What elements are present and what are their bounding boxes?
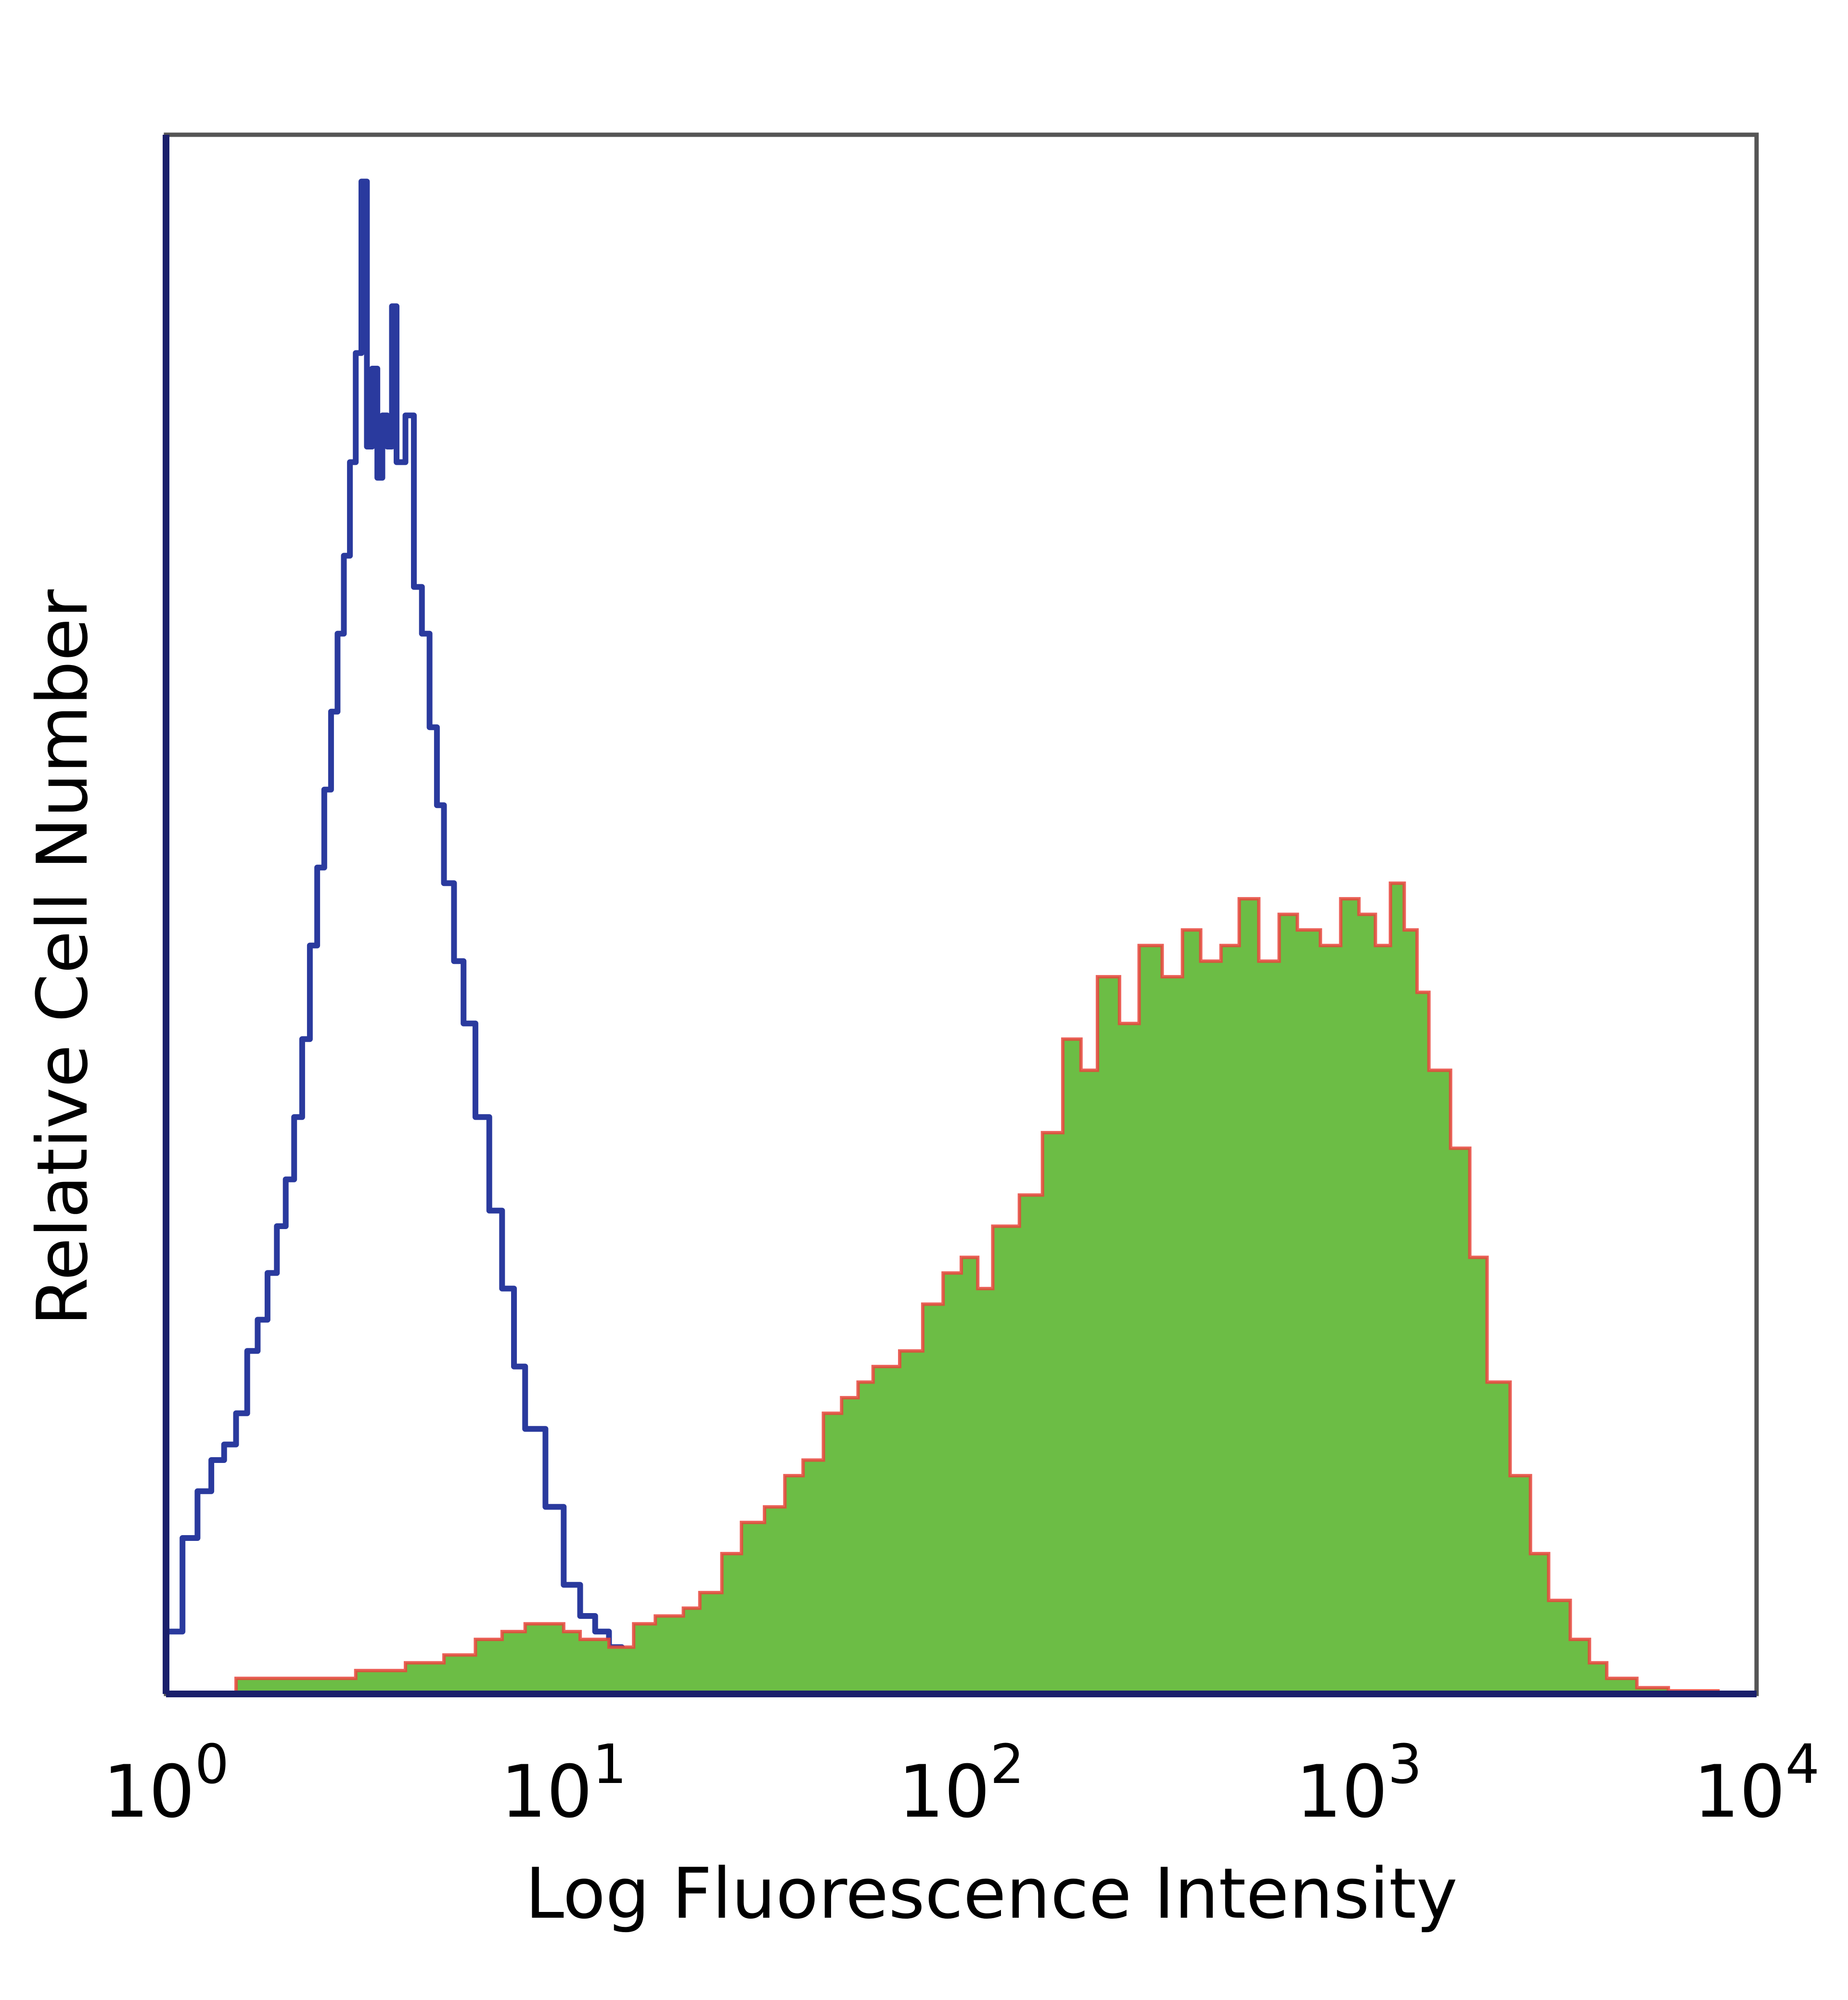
x-tick-exponent-3: 3 [1388,1733,1422,1796]
x-tick-exponent-2: 2 [990,1733,1024,1796]
x-tick-base-0: 10 [103,1750,195,1834]
x-tick-exponent-0: 0 [195,1733,229,1796]
x-tick-base-2: 10 [898,1750,990,1834]
x-tick-exponent-1: 1 [592,1733,627,1796]
x-tick-label-3: 103 [1296,1733,1422,1834]
y-axis-label: Relative Cell Number [22,589,103,1326]
stained-histogram-fill [166,883,1757,1694]
series-layer [166,179,1757,1696]
x-tick-labels: 100 101 102 103 104 [103,1733,1820,1834]
x-tick-base-4: 10 [1694,1750,1785,1834]
x-tick-label-4: 104 [1694,1733,1820,1834]
x-tick-label-1: 101 [500,1733,627,1834]
x-tick-exponent-4: 4 [1785,1733,1820,1796]
x-axis-label: Log Fluorescence Intensity [525,1853,1458,1935]
x-tick-base-1: 10 [500,1750,592,1834]
x-tick-label-0: 100 [103,1733,229,1834]
stained-histogram-outline [166,881,1757,1696]
x-tick-base-3: 10 [1296,1750,1388,1834]
x-tick-label-2: 102 [898,1733,1024,1834]
